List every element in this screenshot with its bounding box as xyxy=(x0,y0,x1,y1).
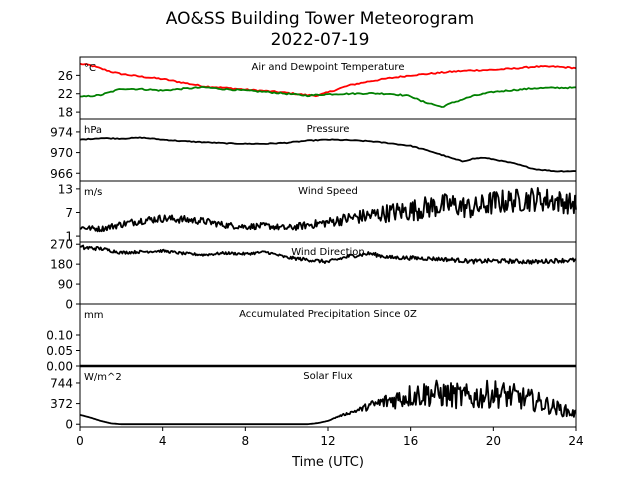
y-tick-label: 0.05 xyxy=(46,344,73,358)
series-line-4-1 xyxy=(79,244,577,265)
panel-title: Wind Direction xyxy=(291,247,365,258)
panel-unit: hPa xyxy=(84,125,102,136)
y-tick-label: 0 xyxy=(65,418,73,432)
x-tick-label: 4 xyxy=(159,434,167,448)
y-tick-label: 22 xyxy=(58,87,73,101)
series-line-3-1 xyxy=(79,187,577,233)
series-line-6-1 xyxy=(79,379,577,426)
y-tick-label: 0.00 xyxy=(46,360,73,374)
series-line-1-1 xyxy=(79,62,577,98)
panel-3: 1 7 13 Wind Speed m/s xyxy=(58,180,577,244)
y-tick-label: 0.10 xyxy=(46,329,73,343)
panel-title: Pressure xyxy=(307,124,350,135)
y-tick-label: 372 xyxy=(50,397,73,411)
panel-title: Air and Dewpoint Temperature xyxy=(252,62,405,73)
x-axis: 0 4 8 12 16 20 24 xyxy=(76,427,584,448)
x-axis-label: Time (UTC) xyxy=(291,455,364,470)
panel-unit: °C xyxy=(84,63,96,74)
y-tick-label: 180 xyxy=(50,258,73,272)
series-line-2-1 xyxy=(79,136,577,173)
y-tick-label: 90 xyxy=(58,278,73,292)
panel-6: 0 372 744 Solar Flux W/m^2 xyxy=(50,365,577,432)
panel-unit: mm xyxy=(84,310,103,321)
y-tick-label: 270 xyxy=(50,238,73,252)
x-tick-label: 0 xyxy=(76,434,84,448)
x-tick-label: 12 xyxy=(320,434,335,448)
panel-unit: W/m^2 xyxy=(84,372,122,383)
panel-title: Solar Flux xyxy=(303,371,353,382)
panel-unit: m/s xyxy=(84,187,102,198)
x-tick-label: 20 xyxy=(486,434,501,448)
chart-title: AO&SS Building Tower Meteorogram xyxy=(166,9,474,29)
chart-subtitle: 2022-07-19 xyxy=(271,30,370,50)
x-tick-label: 24 xyxy=(568,434,583,448)
y-tick-label: 970 xyxy=(50,146,73,160)
y-tick-label: 26 xyxy=(58,69,73,83)
y-tick-label: 966 xyxy=(50,167,73,181)
series-line-1-2 xyxy=(80,85,577,108)
panel-title: Accumulated Precipitation Since 0Z xyxy=(239,309,417,320)
y-tick-label: 18 xyxy=(58,106,73,120)
x-tick-label: 16 xyxy=(403,434,418,448)
y-tick-label: 0 xyxy=(65,298,73,312)
y-tick-label: 7 xyxy=(65,206,73,220)
panel-2: 966 970 974 Pressure hPa xyxy=(50,118,577,182)
y-tick-label: 13 xyxy=(58,182,73,196)
panel-title: Wind Speed xyxy=(298,186,358,197)
y-tick-label: 974 xyxy=(50,125,73,139)
y-tick-label: 1 xyxy=(65,230,73,244)
panel-4: 0 90 180 270 Wind Direction xyxy=(50,238,577,312)
y-tick-label: 744 xyxy=(50,376,73,390)
x-tick-label: 8 xyxy=(242,434,250,448)
panel-1: 18 22 26 Air and Dewpoint Temperature °C xyxy=(58,56,577,120)
panel-5: 0.00 0.050.10 Accumulated Precipitation Si… xyxy=(46,303,577,374)
